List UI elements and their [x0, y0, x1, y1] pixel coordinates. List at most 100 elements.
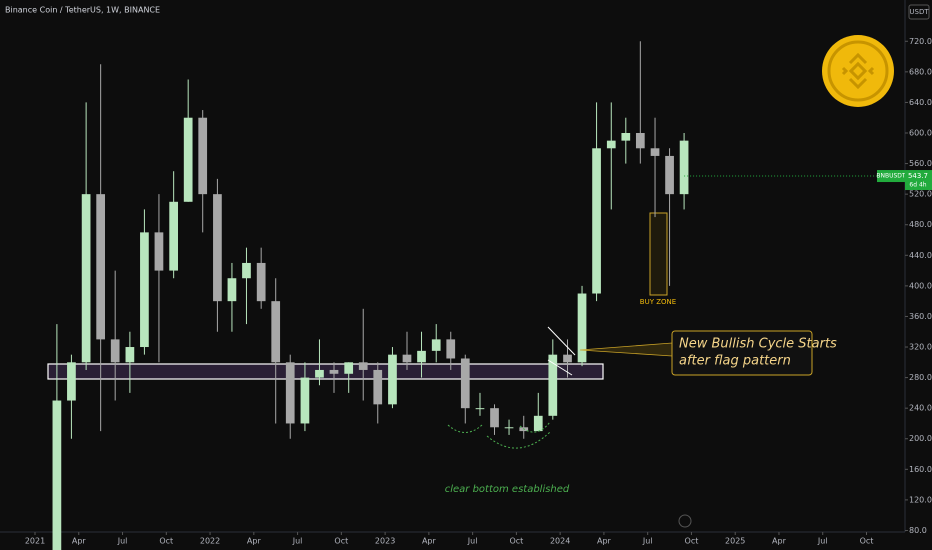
x-tick-label: Oct — [509, 537, 523, 546]
buy-zone-box — [649, 212, 668, 296]
candle-body — [300, 377, 310, 424]
last-price-box — [905, 170, 932, 191]
candle-body — [504, 427, 514, 429]
candle-body — [650, 148, 660, 156]
candle-body — [592, 148, 601, 294]
candle-body — [577, 293, 587, 363]
logo — [822, 35, 894, 107]
replay-icon — [678, 514, 692, 528]
candle-body — [198, 117, 208, 195]
candle-body — [373, 369, 383, 405]
last-price-countdown: 6d 4h — [909, 182, 926, 189]
flag-line — [547, 326, 576, 356]
x-tick-label: Apr — [772, 537, 787, 546]
candle-body — [271, 301, 281, 363]
x-tick-label: 2023 — [375, 537, 395, 546]
support-zone — [47, 363, 604, 380]
x-tick-label: Jul — [117, 537, 128, 546]
candle-body — [402, 354, 412, 363]
candle-body — [169, 201, 179, 271]
candle-body — [213, 194, 222, 302]
candle-body — [110, 339, 120, 363]
x-tick-label: Apr — [422, 537, 437, 546]
flag-line — [547, 359, 573, 376]
candle-body — [344, 362, 354, 374]
y-tick-label: 480.0 — [909, 220, 932, 229]
y-tick-label: 640.0 — [909, 98, 932, 107]
candle-body — [548, 354, 558, 416]
x-tick-label: Oct — [685, 537, 699, 546]
x-tick-label: 2025 — [725, 537, 745, 546]
candle-body — [533, 415, 543, 432]
x-tick-label: Apr — [597, 537, 612, 546]
y-tick-label: 160.0 — [909, 465, 932, 474]
last-price-symbol: BNBUSDT — [876, 173, 906, 180]
y-tick-label: 560.0 — [909, 159, 932, 168]
candle-body — [67, 362, 76, 401]
logo-ring — [827, 40, 889, 102]
candle-body — [388, 354, 397, 405]
y-tick-label: 440.0 — [909, 251, 932, 260]
candle-body — [285, 362, 295, 424]
candle-body — [563, 354, 572, 363]
x-tick-label: Apr — [247, 537, 262, 546]
y-tick-label: 280.0 — [909, 373, 932, 382]
x-tick-label: Jul — [642, 537, 653, 546]
candles — [52, 41, 689, 550]
x-tick-label: 2021 — [25, 537, 45, 546]
candle-body — [256, 262, 266, 302]
callout-box — [671, 330, 813, 376]
candle-body — [140, 232, 149, 348]
callout-line: New Bullish Cycle Starts — [679, 337, 837, 352]
candle-body — [315, 369, 324, 378]
candle-body — [460, 358, 470, 409]
y-tick-label: 600.0 — [909, 129, 932, 138]
candle-body — [621, 133, 631, 141]
candle-body — [679, 140, 689, 195]
y-tick-label: 680.0 — [909, 67, 932, 76]
candle-body — [183, 117, 193, 202]
currency: USDT — [909, 8, 929, 16]
y-tick-label: 360.0 — [909, 312, 932, 321]
y-tick-label: 400.0 — [909, 281, 932, 290]
candle-body — [417, 350, 426, 363]
drawings — [447, 4, 930, 528]
candle-body — [154, 232, 164, 271]
candle-body — [665, 155, 674, 195]
x-tick-label: 2022 — [200, 537, 220, 546]
bottom-arc — [519, 421, 551, 433]
x-tick-label: Jul — [467, 537, 478, 546]
y-tick-label: 80.0 — [909, 526, 927, 535]
candle-body — [81, 194, 91, 363]
candle-body — [242, 262, 251, 279]
x-tick-label: 2024 — [550, 537, 570, 546]
bottom-label: clear bottom established — [445, 484, 570, 495]
y-tick-label: 320.0 — [909, 343, 932, 352]
candle-body — [329, 369, 339, 374]
y-tick-label: 720.0 — [909, 37, 932, 46]
logo-mark — [841, 52, 875, 90]
x-tick-label: Apr — [72, 537, 87, 546]
candle-body — [635, 133, 645, 149]
candle-body — [446, 339, 456, 359]
x-tick-label: Oct — [159, 537, 173, 546]
x-tick-label: Oct — [334, 537, 348, 546]
x-tick-label: Jul — [292, 537, 303, 546]
buy-zone-label: BUY ZONE — [640, 298, 676, 306]
x-tick-label: Oct — [860, 537, 874, 546]
candle-body — [96, 194, 106, 340]
candle-body — [227, 278, 237, 302]
last-price-symbol-box — [877, 170, 905, 183]
y-tick-label: 120.0 — [909, 495, 932, 504]
y-tick-label: 240.0 — [909, 404, 932, 413]
callout-line: after flag pattern — [679, 354, 791, 369]
candle-body — [431, 339, 441, 351]
x-tick-label: Jul — [817, 537, 828, 546]
candle-body — [606, 140, 616, 149]
y-tick-label: 200.0 — [909, 434, 932, 443]
currency-box — [908, 4, 930, 20]
y-tick-label: 520.0 — [909, 190, 932, 199]
last-price-value: 543.7 — [908, 172, 928, 180]
